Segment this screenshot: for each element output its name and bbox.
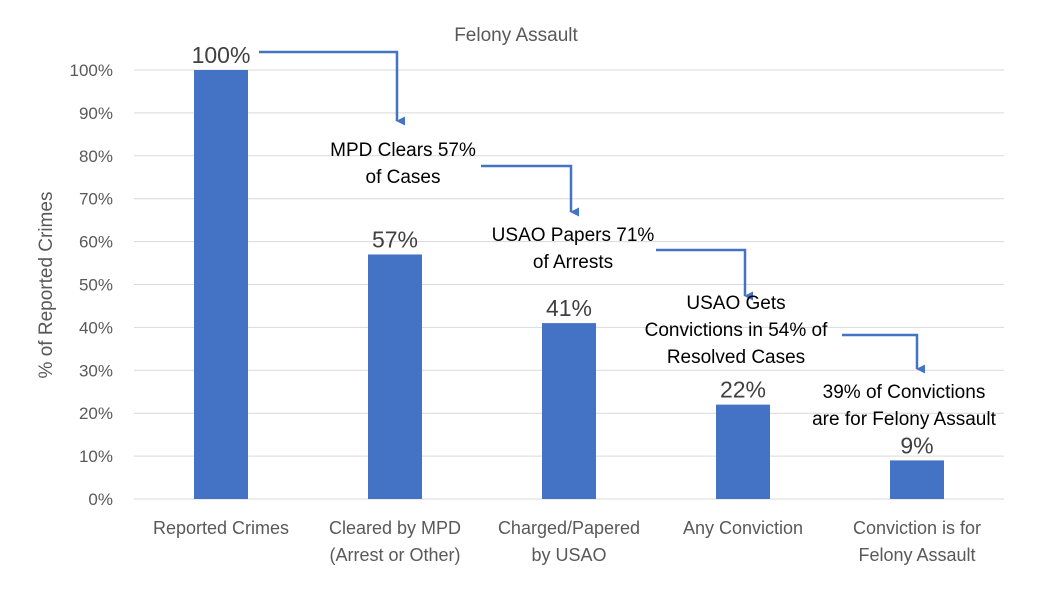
bar-value-label: 9% <box>900 432 933 458</box>
y-tick-label: 90% <box>79 104 113 123</box>
annotation-arrow <box>656 248 754 301</box>
x-axis-labels: Reported Crimes Cleared by MPD (Arrest or … <box>153 518 981 565</box>
annotation-arrows <box>259 50 926 374</box>
y-axis-label: % of Reported Crimes <box>36 192 57 379</box>
bars <box>194 70 944 499</box>
y-tick-label: 20% <box>79 404 113 423</box>
bar <box>890 460 944 499</box>
bar <box>716 404 770 499</box>
bar-value-label: 100% <box>192 42 251 68</box>
annotation-line: MPD Clears 57% <box>330 140 476 161</box>
bar-value-label: 57% <box>372 226 418 252</box>
y-tick-label: 100% <box>70 61 113 80</box>
y-axis-ticks: 0% 10% 20% 30% 40% 50% 60% 70% 80% 90% 100% <box>70 61 113 509</box>
bar <box>194 70 248 499</box>
annotations: MPD Clears 57% of Cases USAO Papers 71% of … <box>330 140 996 430</box>
x-tick-label-line: Conviction is for <box>853 518 981 538</box>
annotation-line: of Arrests <box>533 252 613 273</box>
annotation-arrow <box>481 164 580 217</box>
y-tick-label: 30% <box>79 361 113 380</box>
y-tick-label: 80% <box>79 147 113 166</box>
bar <box>368 254 422 499</box>
data-labels: 100% 57% 41% 22% 9% <box>192 42 934 458</box>
annotation-line: USAO Gets <box>686 293 785 314</box>
chart-title: Felony Assault <box>454 25 578 46</box>
annotation-line: of Cases <box>366 167 441 188</box>
x-tick-label-line: by USAO <box>531 545 606 565</box>
y-tick-label: 50% <box>79 276 113 295</box>
y-tick-label: 70% <box>79 190 113 209</box>
annotation-arrow <box>842 333 926 374</box>
y-tick-label: 10% <box>79 447 113 466</box>
x-tick-label-line: Charged/Papered <box>498 518 640 538</box>
annotation-line: are for Felony Assault <box>812 409 996 430</box>
bar-value-label: 41% <box>546 295 592 321</box>
annotation-line: 39% of Convictions <box>823 382 986 403</box>
x-tick-label-line: Reported Crimes <box>153 518 289 538</box>
x-tick-label-line: (Arrest or Other) <box>329 545 460 565</box>
y-tick-label: 0% <box>88 490 113 509</box>
x-tick-label-line: Cleared by MPD <box>329 518 461 538</box>
annotation-arrow <box>259 50 406 126</box>
x-tick-label-line: Any Conviction <box>683 518 803 538</box>
y-tick-label: 40% <box>79 318 113 337</box>
x-tick-label-line: Felony Assault <box>858 545 975 565</box>
annotation-line: Convictions in 54% of <box>645 320 828 341</box>
annotation-line: USAO Papers 71% <box>492 225 655 246</box>
annotation-line: Resolved Cases <box>667 347 805 368</box>
bar <box>542 323 596 499</box>
y-tick-label: 60% <box>79 233 113 252</box>
bar-value-label: 22% <box>720 377 766 403</box>
